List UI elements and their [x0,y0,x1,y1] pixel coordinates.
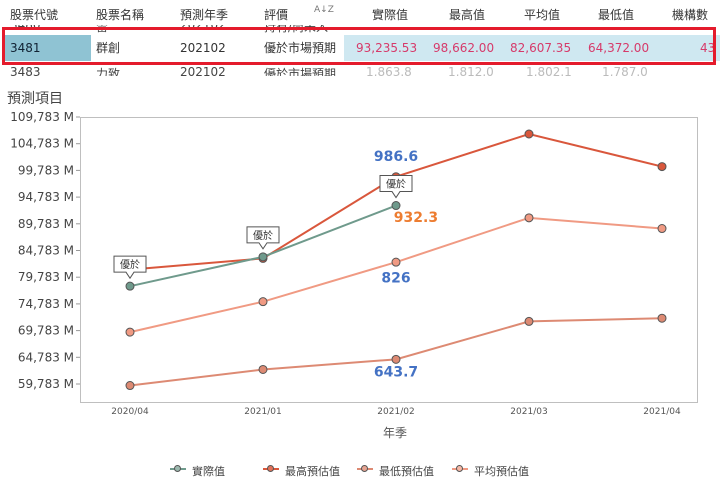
data-point [125,381,135,391]
y-tick-label: 64,783 M [18,350,74,364]
col-header-avg[interactable]: 平均值 [524,8,561,22]
data-point [391,354,401,364]
legend-label: 平均預估值 [474,465,529,478]
cell-high: 1,812.0 [448,66,494,76]
cell-low: 1,787.0 [602,66,648,76]
legend-label: 實際值 [192,465,225,478]
col-header-code[interactable]: 股票代號 [10,8,59,22]
col-header-rating[interactable]: 評價 [264,8,289,22]
selection-highlight-box [2,27,716,65]
plot-area [80,117,698,403]
y-tick-label: 109,783 M [10,110,74,124]
x-tick-label: 2021/02 [377,407,414,417]
data-annotation: 986.6 [374,149,418,165]
values-highlight [344,35,720,61]
cell-actual: 93,235.53 [356,41,418,55]
cell-period: 202102 [180,66,226,76]
x-tick-label: 2020/04 [111,407,149,417]
data-point [125,327,135,337]
y-tick-label: 104,783 M [10,137,74,151]
callout-label: 優於 [120,258,140,271]
y-tick-label: 84,783 M [18,244,74,258]
data-annotation: 643.7 [374,364,418,380]
legend-label: 最低預估值 [379,465,434,478]
data-point [125,281,135,291]
table-row[interactable]: 3483 力致 202102 優於市場預期 1,863.8 1,812.0 1,… [0,66,720,76]
callout-label: 優於 [386,178,406,191]
data-point [258,297,268,307]
cell-high: 98,662.00 [433,41,495,55]
cell-name: 力致 [96,67,121,76]
data-point [524,129,534,139]
callout-box [379,175,413,199]
data-point [524,316,534,326]
col-header-name[interactable]: 股票名稱 [96,8,145,22]
data-annotation: 932.3 [394,210,438,226]
chart-title: 預測項目 [7,91,63,107]
sort-icon[interactable]: A↓Z [314,5,334,15]
x-tick-label: 2021/01 [244,407,281,417]
table-header: 股票代號 股票名稱 預測年季 評價 A↓Z 實際值 最高值 平均值 最低值 機構… [0,0,720,28]
cell-rating: 優於市場預期 [264,67,337,76]
cell-avg: 1,802.1 [526,66,572,76]
data-point [258,364,268,374]
data-point [391,257,401,267]
cell-actual: 1,863.8 [366,66,412,76]
table-row-selected[interactable]: 3481 群創 202102 優於市場預期 93,235.53 98,662.0… [0,35,720,61]
col-header-actual[interactable]: 實際值 [372,8,409,22]
cell-code: 3483 [10,66,41,76]
callout-box [246,226,280,250]
col-header-low[interactable]: 最低值 [598,8,635,22]
col-header-high[interactable]: 最高值 [449,8,486,22]
callout-box [113,255,147,280]
x-axis-title: 年季 [383,426,407,440]
y-tick-label: 59,783 M [18,377,74,391]
data-point [657,162,667,172]
y-tick-label: 69,783 M [18,324,74,338]
x-tick-label: 2021/03 [510,407,547,417]
y-tick-label: 74,783 M [18,297,74,311]
data-point [657,224,667,234]
y-tick-label: 79,783 M [18,270,74,284]
data-point [391,201,401,211]
cell-name: 群創 [96,41,121,55]
cell-code: 3481 [4,35,91,61]
cell-low: 64,372.00 [588,41,650,55]
cell-rating: 優於市場預期 [264,41,337,55]
data-point [657,313,667,323]
y-tick-label: 89,783 M [18,217,74,231]
col-header-count[interactable]: 機構數 [672,8,709,22]
col-header-period[interactable]: 預測年季 [180,8,229,22]
x-tick-label: 2021/04 [643,407,681,417]
y-tick-label: 99,783 M [18,163,74,177]
y-tick-label: 94,783 M [18,190,74,204]
callout-label: 優於 [253,229,273,242]
cell-count: 43 [700,41,716,55]
cell-avg: 82,607.35 [510,41,572,55]
data-point [524,213,534,223]
cell-period: 202102 [180,41,226,55]
legend-label: 最高預估值 [285,465,340,478]
data-annotation: 826 [381,270,410,286]
data-point [258,252,268,262]
